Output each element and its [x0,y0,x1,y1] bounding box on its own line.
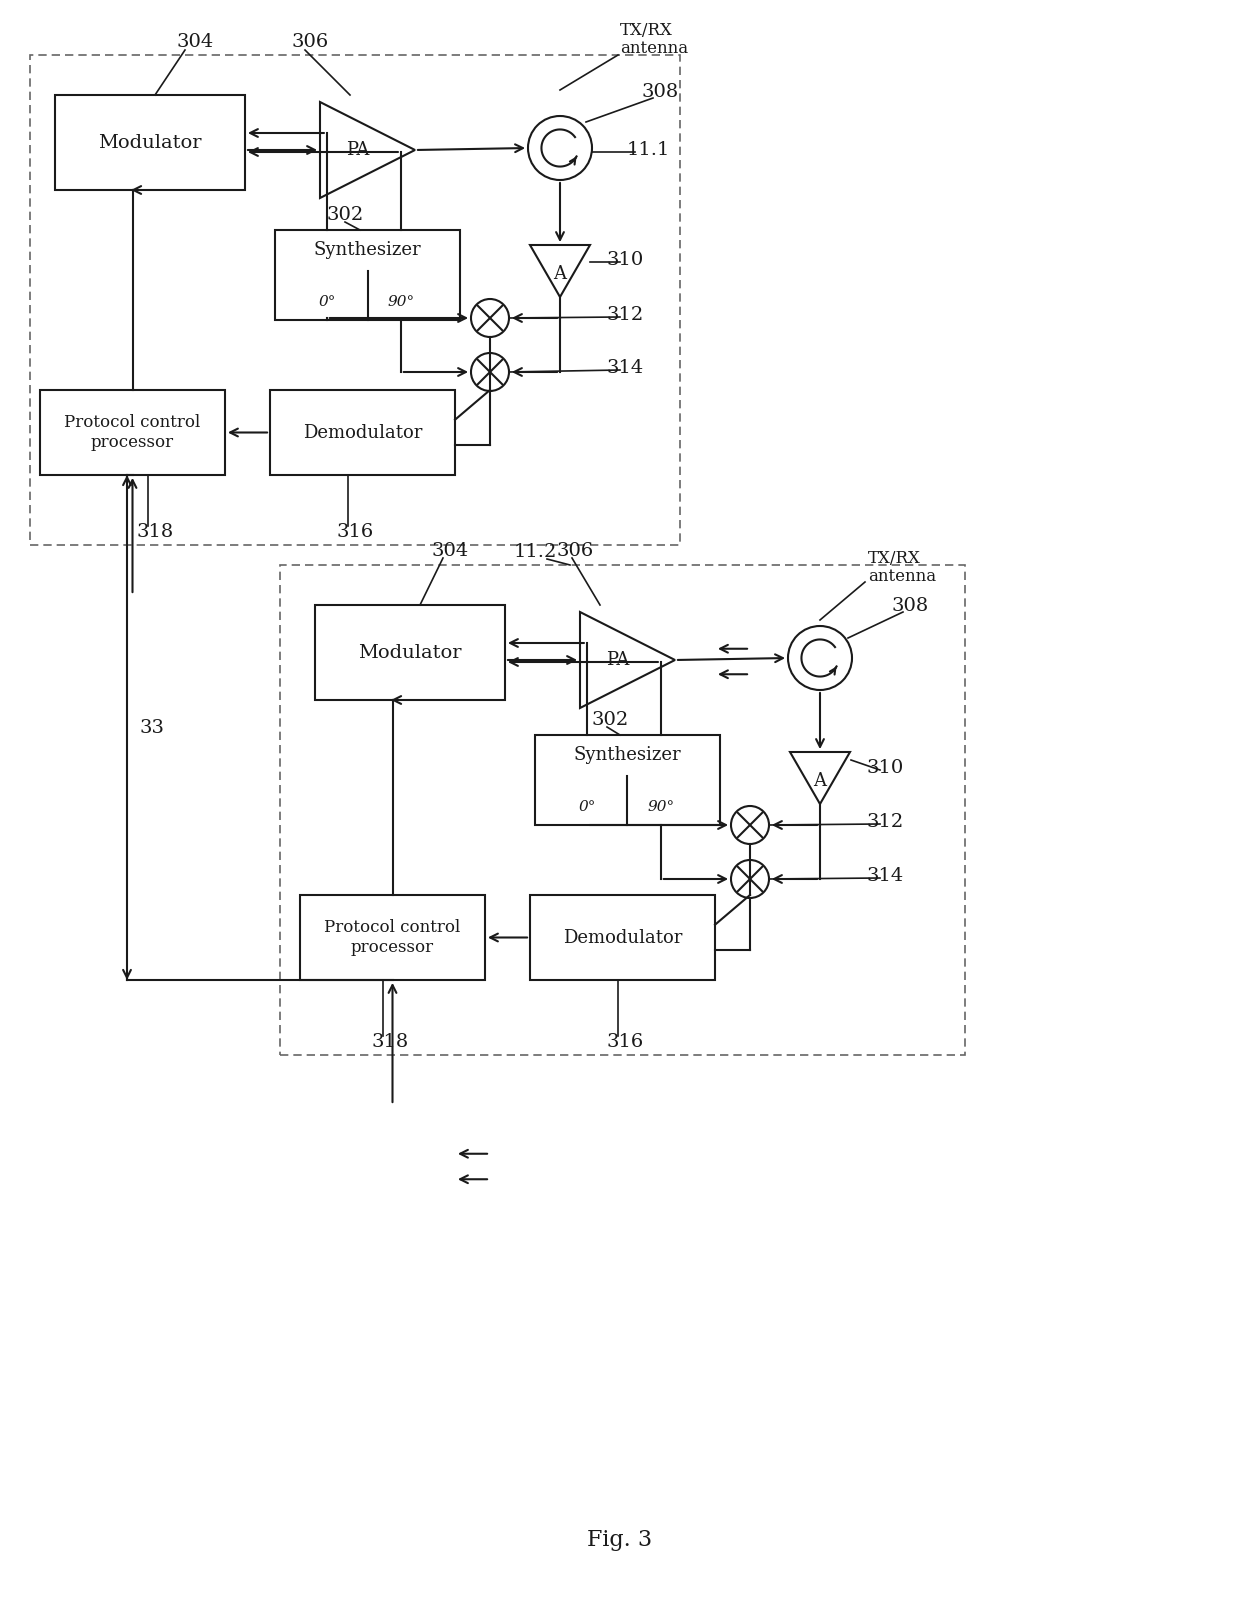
Polygon shape [580,612,675,708]
Circle shape [787,625,852,691]
Text: 11.1: 11.1 [626,141,670,158]
Text: 302: 302 [326,206,363,224]
Bar [315,604,505,700]
Text: 306: 306 [291,34,329,51]
Text: Demodulator: Demodulator [303,424,422,441]
Text: 90°: 90° [387,294,414,309]
Bar [275,230,460,320]
Text: Modulator: Modulator [98,133,202,152]
Text: 0°: 0° [319,294,336,309]
Text: 318: 318 [136,523,174,540]
Text: 90°: 90° [647,800,675,814]
Text: Demodulator: Demodulator [563,929,682,947]
Circle shape [471,353,508,392]
Bar [40,390,224,475]
Text: 316: 316 [606,1033,644,1051]
Polygon shape [320,102,415,198]
Bar [270,390,455,475]
Text: 310: 310 [867,760,904,777]
Text: Synthesizer: Synthesizer [574,747,681,764]
Text: Fig. 3: Fig. 3 [588,1529,652,1551]
Text: Modulator: Modulator [358,643,461,662]
Text: 306: 306 [557,542,594,560]
Text: 314: 314 [606,360,644,377]
Polygon shape [790,752,849,804]
Text: TX/RX: TX/RX [868,550,921,566]
Circle shape [471,299,508,337]
Bar [529,895,715,980]
Text: Synthesizer: Synthesizer [314,241,422,259]
Circle shape [732,860,769,899]
Bar [534,736,720,825]
Text: 314: 314 [867,867,904,884]
Text: Protocol control
processor: Protocol control processor [325,919,460,956]
Text: antenna: antenna [868,568,936,585]
Bar [300,895,485,980]
Text: 310: 310 [606,251,644,269]
Text: 302: 302 [591,712,629,729]
Text: PA: PA [346,141,370,158]
Text: A: A [553,264,567,283]
Text: A: A [813,772,827,790]
Text: 304: 304 [176,34,213,51]
Text: 11.2: 11.2 [513,544,557,561]
Text: 304: 304 [432,542,469,560]
Text: 318: 318 [371,1033,409,1051]
Bar [280,564,965,1055]
Circle shape [732,806,769,844]
Polygon shape [529,245,590,297]
Circle shape [528,117,591,181]
Text: 0°: 0° [578,800,595,814]
Text: 312: 312 [867,812,904,831]
Text: 308: 308 [892,596,929,616]
Text: antenna: antenna [620,40,688,56]
Text: PA: PA [606,651,630,668]
Text: TX/RX: TX/RX [620,21,673,38]
Text: 316: 316 [336,523,373,540]
Text: 308: 308 [641,83,678,101]
Text: 312: 312 [606,305,644,325]
Text: Protocol control
processor: Protocol control processor [64,414,201,451]
Bar [55,94,246,190]
Bar [30,54,680,545]
Text: 33: 33 [140,718,165,737]
